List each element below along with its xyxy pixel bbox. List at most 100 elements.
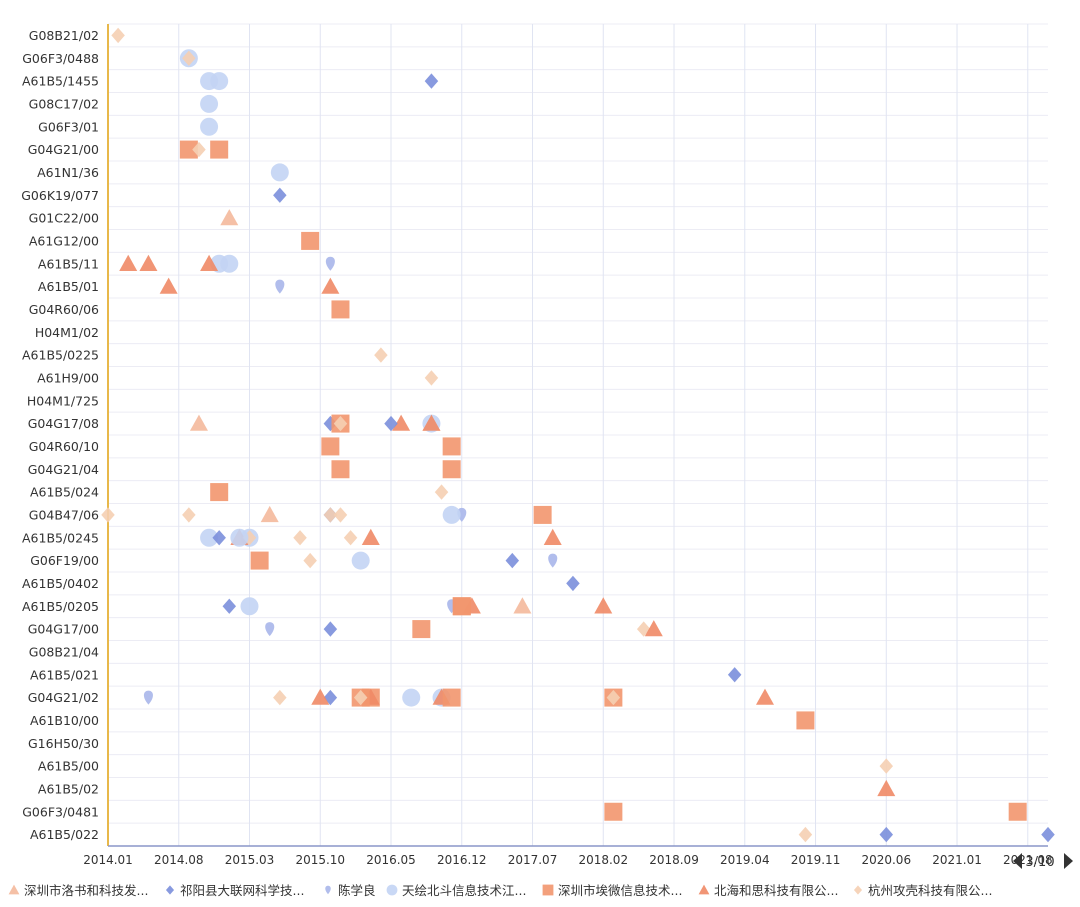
y-tick-label: G04G21/00 <box>28 142 99 157</box>
data-point[interactable] <box>240 597 259 616</box>
data-point[interactable] <box>879 826 894 843</box>
data-point[interactable] <box>1008 802 1027 821</box>
data-point[interactable] <box>505 552 520 569</box>
y-tick-label: G08C17/02 <box>29 96 99 111</box>
prev-page-icon[interactable] <box>1013 853 1022 869</box>
data-point[interactable] <box>212 530 226 546</box>
data-point[interactable] <box>333 507 348 523</box>
data-point[interactable] <box>210 483 229 502</box>
data-point[interactable] <box>343 530 358 546</box>
legend-item[interactable]: 祁阳县大联网科学技... <box>165 883 304 898</box>
data-point[interactable] <box>351 551 370 570</box>
data-point[interactable] <box>200 94 219 113</box>
data-point[interactable] <box>200 117 219 136</box>
data-point[interactable] <box>353 689 368 706</box>
data-point[interactable] <box>301 231 320 250</box>
legend-pager[interactable]: 3/10 <box>1013 853 1073 870</box>
data-point[interactable] <box>260 505 279 523</box>
legend-item[interactable]: 深圳市埃微信息技术... <box>542 883 683 898</box>
data-point[interactable] <box>604 802 623 821</box>
data-point[interactable] <box>333 415 348 432</box>
data-point[interactable] <box>189 414 208 431</box>
data-point[interactable] <box>182 50 196 66</box>
data-point[interactable] <box>392 414 411 431</box>
data-point[interactable] <box>434 484 449 500</box>
data-point[interactable] <box>533 505 552 524</box>
data-point[interactable] <box>270 163 289 182</box>
series-group <box>179 49 370 570</box>
data-point[interactable] <box>222 598 237 614</box>
data-point[interactable] <box>273 689 287 706</box>
legend-item[interactable]: 天绘北斗信息技术江... <box>386 883 527 898</box>
data-point[interactable] <box>220 209 239 226</box>
data-point[interactable] <box>325 256 335 271</box>
data-point[interactable] <box>275 279 285 294</box>
data-point[interactable] <box>101 507 115 523</box>
data-point[interactable] <box>422 414 441 431</box>
data-point[interactable] <box>265 622 275 637</box>
data-point[interactable] <box>594 597 613 614</box>
data-point[interactable] <box>331 460 350 479</box>
legend-item[interactable]: 陈学良 <box>325 883 376 898</box>
data-point[interactable] <box>452 597 471 616</box>
data-point[interactable] <box>548 553 558 568</box>
data-point[interactable] <box>192 141 206 158</box>
data-point[interactable] <box>796 711 815 730</box>
data-point[interactable] <box>442 688 461 707</box>
data-point[interactable] <box>644 620 663 637</box>
data-point[interactable] <box>442 460 461 479</box>
next-page-icon[interactable] <box>1064 853 1073 869</box>
data-point[interactable] <box>200 72 219 91</box>
data-point[interactable] <box>293 530 307 546</box>
data-point[interactable] <box>412 620 431 639</box>
legend-item[interactable]: 杭州攻壳科技有限公... <box>853 883 992 898</box>
data-point[interactable] <box>879 758 894 774</box>
data-point[interactable] <box>182 507 196 523</box>
data-point[interactable] <box>331 300 350 319</box>
data-point[interactable] <box>424 370 439 386</box>
series-group <box>101 50 813 843</box>
x-tick-label: 2016.12 <box>437 853 487 867</box>
data-point[interactable] <box>361 528 380 545</box>
data-point[interactable] <box>159 277 178 294</box>
y-tick-label: A61N1/36 <box>37 165 99 180</box>
data-point[interactable] <box>179 140 198 159</box>
data-point[interactable] <box>200 528 219 547</box>
data-point[interactable] <box>273 187 287 203</box>
grid-lines <box>107 23 1048 847</box>
data-point[interactable] <box>250 551 269 570</box>
data-point[interactable] <box>321 437 340 456</box>
data-point[interactable] <box>321 277 340 294</box>
data-point[interactable] <box>543 528 562 545</box>
data-point[interactable] <box>220 254 239 273</box>
data-point[interactable] <box>755 688 774 705</box>
data-point[interactable] <box>606 689 621 706</box>
data-point[interactable] <box>139 254 158 271</box>
data-point[interactable] <box>442 437 461 456</box>
data-point[interactable] <box>303 552 317 569</box>
x-tick-label: 2020.06 <box>861 853 911 867</box>
data-point[interactable] <box>210 140 229 159</box>
data-point[interactable] <box>230 528 249 547</box>
data-point[interactable] <box>200 254 219 271</box>
data-point[interactable] <box>442 505 461 524</box>
data-point[interactable] <box>143 690 153 705</box>
data-point[interactable] <box>402 688 421 707</box>
data-point[interactable] <box>323 621 338 637</box>
legend-item[interactable]: 深圳市洛书和科技发... <box>8 883 149 898</box>
legend-item[interactable]: 北海和思科技有限公... <box>698 883 839 898</box>
data-point[interactable] <box>798 826 813 843</box>
data-point[interactable] <box>374 347 388 363</box>
data-point[interactable] <box>877 779 896 797</box>
data-point[interactable] <box>119 254 138 271</box>
data-point[interactable] <box>424 73 439 89</box>
data-point[interactable] <box>311 688 330 705</box>
legend-marker-icon <box>542 884 554 896</box>
data-point[interactable] <box>384 415 398 432</box>
data-point[interactable] <box>566 575 580 592</box>
data-point[interactable] <box>727 667 742 683</box>
data-point[interactable] <box>111 27 125 44</box>
data-point[interactable] <box>323 507 338 523</box>
data-point[interactable] <box>1041 826 1055 843</box>
data-point[interactable] <box>513 597 532 614</box>
